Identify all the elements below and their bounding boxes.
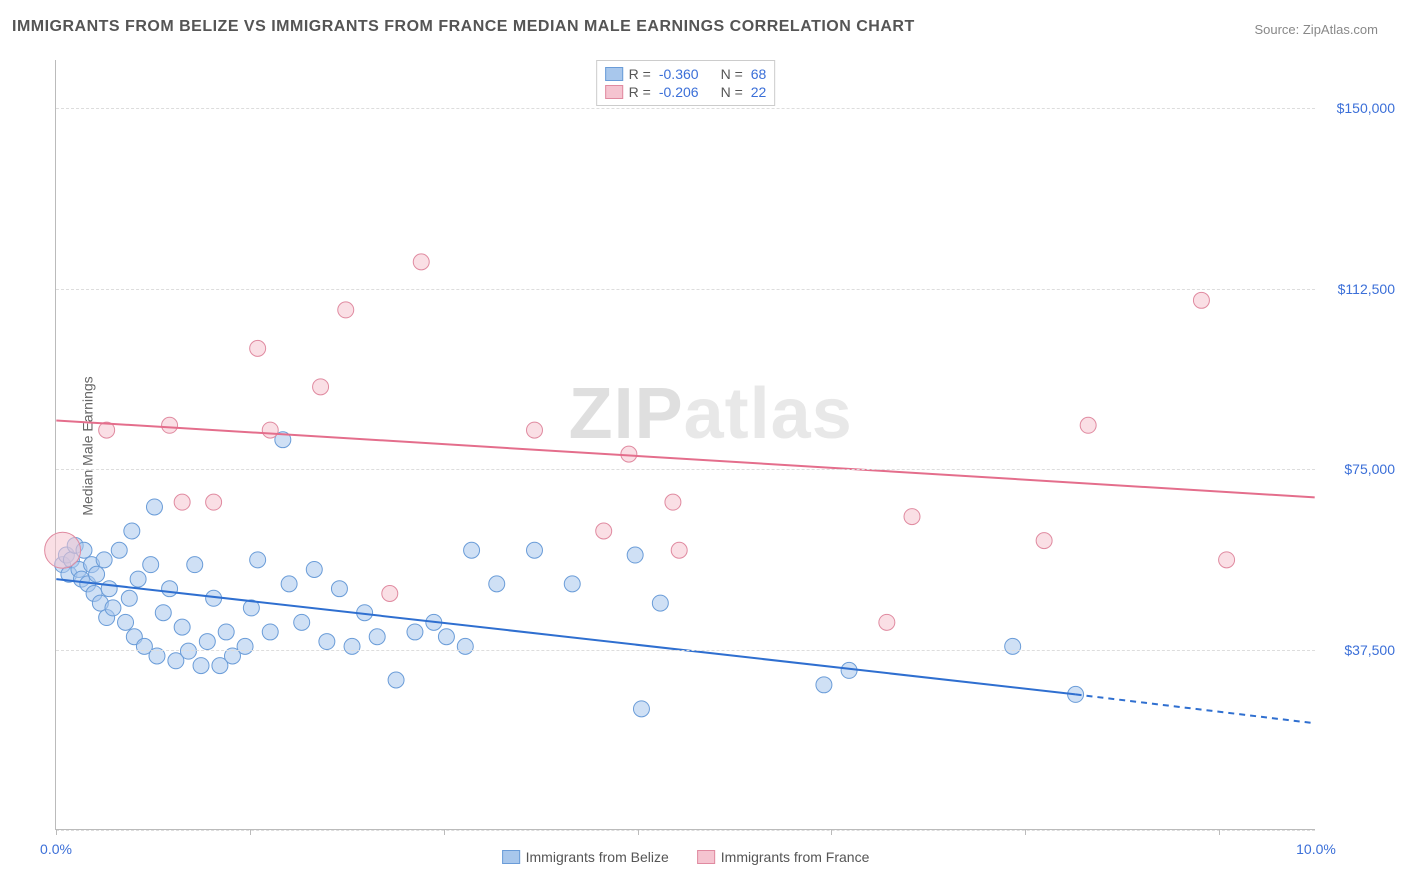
data-point bbox=[206, 494, 222, 510]
x-tick bbox=[1025, 829, 1026, 835]
y-tick-label: $150,000 bbox=[1320, 100, 1395, 116]
data-point bbox=[111, 542, 127, 558]
data-point bbox=[281, 576, 297, 592]
data-point bbox=[124, 523, 140, 539]
data-point bbox=[130, 571, 146, 587]
data-point bbox=[237, 638, 253, 654]
data-point bbox=[388, 672, 404, 688]
data-point bbox=[319, 634, 335, 650]
data-point bbox=[1219, 552, 1235, 568]
data-point bbox=[187, 557, 203, 573]
data-point bbox=[1036, 533, 1052, 549]
legend-item: Immigrants from France bbox=[697, 849, 870, 865]
gridline bbox=[56, 289, 1315, 290]
data-point bbox=[143, 557, 159, 573]
data-point bbox=[313, 379, 329, 395]
trend-line bbox=[56, 420, 1314, 497]
data-point bbox=[413, 254, 429, 270]
trend-line-extrapolated bbox=[1076, 694, 1315, 723]
chart-svg bbox=[56, 60, 1315, 829]
legend-swatch bbox=[697, 850, 715, 864]
gridline bbox=[56, 830, 1315, 831]
data-point bbox=[382, 586, 398, 602]
data-point bbox=[627, 547, 643, 563]
data-point bbox=[527, 422, 543, 438]
chart-title: IMMIGRANTS FROM BELIZE VS IMMIGRANTS FRO… bbox=[12, 18, 915, 36]
data-point bbox=[199, 634, 215, 650]
data-point bbox=[338, 302, 354, 318]
data-point bbox=[564, 576, 580, 592]
data-point bbox=[665, 494, 681, 510]
data-point bbox=[464, 542, 480, 558]
y-tick-label: $37,500 bbox=[1320, 642, 1395, 658]
data-point bbox=[596, 523, 612, 539]
x-tick bbox=[56, 829, 57, 835]
y-tick-label: $75,000 bbox=[1320, 461, 1395, 477]
x-tick-label: 10.0% bbox=[1296, 841, 1336, 857]
legend-item: Immigrants from Belize bbox=[502, 849, 669, 865]
data-point bbox=[162, 581, 178, 597]
chart-container: IMMIGRANTS FROM BELIZE VS IMMIGRANTS FRO… bbox=[0, 0, 1406, 892]
data-point bbox=[331, 581, 347, 597]
data-point bbox=[294, 614, 310, 630]
data-point bbox=[633, 701, 649, 717]
gridline bbox=[56, 108, 1315, 109]
source-link[interactable]: ZipAtlas.com bbox=[1303, 22, 1378, 37]
data-point bbox=[671, 542, 687, 558]
gridline bbox=[56, 650, 1315, 651]
data-point bbox=[218, 624, 234, 640]
data-point bbox=[489, 576, 505, 592]
data-point bbox=[621, 446, 637, 462]
data-point bbox=[262, 624, 278, 640]
gridline bbox=[56, 469, 1315, 470]
source-attribution: Source: ZipAtlas.com bbox=[1254, 22, 1378, 37]
data-point bbox=[438, 629, 454, 645]
data-point bbox=[527, 542, 543, 558]
data-point bbox=[45, 532, 81, 568]
legend-label: Immigrants from France bbox=[721, 849, 870, 865]
data-point bbox=[155, 605, 171, 621]
data-point bbox=[816, 677, 832, 693]
data-point bbox=[118, 614, 134, 630]
data-point bbox=[105, 600, 121, 616]
data-point bbox=[162, 417, 178, 433]
data-point bbox=[1080, 417, 1096, 433]
data-point bbox=[369, 629, 385, 645]
legend-label: Immigrants from Belize bbox=[526, 849, 669, 865]
data-point bbox=[879, 614, 895, 630]
data-point bbox=[146, 499, 162, 515]
legend-swatch bbox=[502, 850, 520, 864]
data-point bbox=[306, 561, 322, 577]
data-point bbox=[1193, 292, 1209, 308]
data-point bbox=[96, 552, 112, 568]
x-tick-label: 0.0% bbox=[40, 841, 72, 857]
data-point bbox=[457, 638, 473, 654]
data-point bbox=[250, 340, 266, 356]
data-point bbox=[262, 422, 278, 438]
data-point bbox=[89, 566, 105, 582]
data-point bbox=[174, 494, 190, 510]
data-point bbox=[193, 658, 209, 674]
plot-area: ZIPatlas R =-0.360N =68R =-0.206N =22 Im… bbox=[55, 60, 1315, 830]
x-tick bbox=[638, 829, 639, 835]
data-point bbox=[652, 595, 668, 611]
legend-series: Immigrants from Belize Immigrants from Fr… bbox=[502, 849, 870, 865]
data-point bbox=[250, 552, 266, 568]
data-point bbox=[101, 581, 117, 597]
data-point bbox=[344, 638, 360, 654]
data-point bbox=[407, 624, 423, 640]
y-tick-label: $112,500 bbox=[1320, 281, 1395, 297]
data-point bbox=[904, 509, 920, 525]
x-tick bbox=[831, 829, 832, 835]
source-prefix: Source: bbox=[1254, 22, 1302, 37]
data-point bbox=[180, 643, 196, 659]
data-point bbox=[121, 590, 137, 606]
x-tick bbox=[250, 829, 251, 835]
x-tick bbox=[444, 829, 445, 835]
data-point bbox=[1005, 638, 1021, 654]
data-point bbox=[174, 619, 190, 635]
x-tick bbox=[1219, 829, 1220, 835]
